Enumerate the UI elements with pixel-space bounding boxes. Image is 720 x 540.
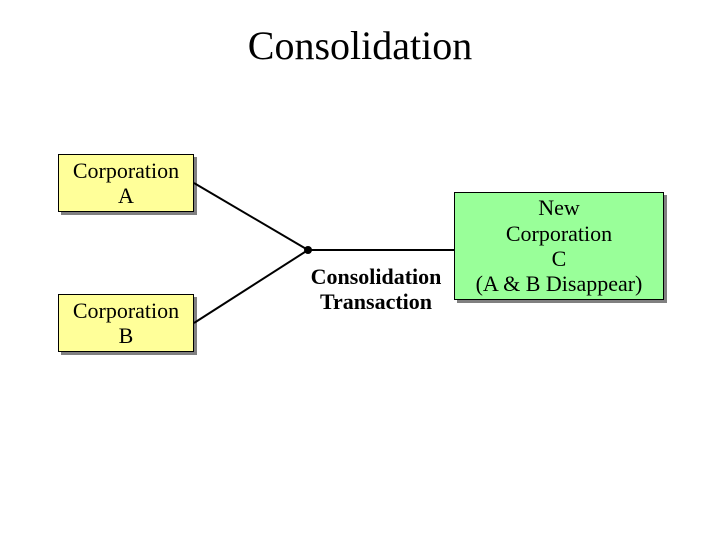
transaction-label: Consolidation Transaction — [298, 264, 454, 315]
diagram-title: Consolidation — [0, 22, 720, 69]
corp-b-node: Corporation B — [58, 294, 194, 352]
edge-b-to-merge — [194, 250, 308, 323]
corp-a-node: Corporation A — [58, 154, 194, 212]
new-corp-node: New Corporation C (A & B Disappear) — [454, 192, 664, 300]
edge-a-to-merge — [194, 183, 308, 250]
merge-point-dot — [304, 246, 312, 254]
